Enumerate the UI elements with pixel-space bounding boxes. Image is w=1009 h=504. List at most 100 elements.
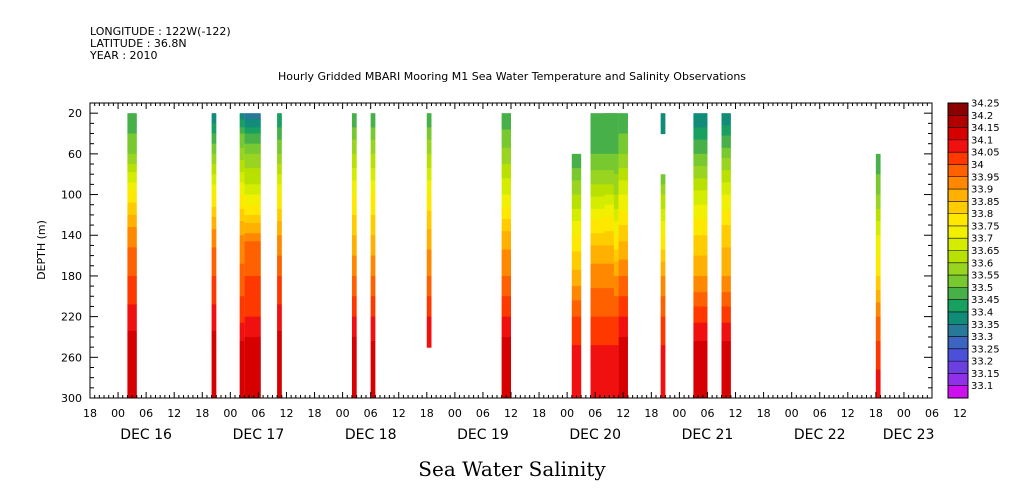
salinity-cell: [370, 174, 376, 177]
salinity-cell: [426, 172, 432, 175]
salinity-cell: [426, 308, 432, 312]
salinity-cell: [239, 375, 245, 379]
salinity-cell: [693, 210, 708, 214]
salinity-cell: [693, 178, 708, 181]
salinity-cell: [370, 233, 376, 236]
salinity-cell: [351, 206, 357, 210]
salinity-cell: [721, 359, 731, 362]
salinity-cell: [613, 231, 619, 234]
salinity-cell: [618, 349, 628, 352]
salinity-cell: [277, 318, 282, 322]
salinity-cell: [693, 194, 708, 198]
salinity-cell: [590, 334, 619, 338]
salinity-cell: [875, 208, 881, 212]
salinity-cell: [370, 385, 376, 389]
salinity-cell: [604, 273, 619, 277]
salinity-cell: [277, 129, 282, 133]
salinity-cell: [127, 363, 137, 367]
salinity-cell: [277, 208, 282, 212]
salinity-cell: [693, 359, 708, 362]
salinity-cell: [660, 286, 666, 289]
salinity-cell: [613, 385, 619, 389]
salinity-cell: [604, 178, 619, 181]
profile-column: [590, 113, 619, 398]
salinity-cell: [239, 202, 245, 206]
salinity-cell: [571, 166, 582, 169]
salinity-cell: [571, 383, 582, 387]
salinity-cell: [590, 332, 619, 336]
salinity-cell: [693, 286, 708, 289]
salinity-cell: [604, 369, 619, 373]
salinity-cell: [211, 184, 217, 188]
salinity-cell: [351, 121, 357, 124]
salinity-cell: [370, 202, 376, 206]
salinity-cell: [618, 237, 628, 240]
salinity-cell: [693, 336, 708, 340]
salinity-cell: [211, 355, 217, 358]
colorbar-label: 34.2: [971, 111, 993, 122]
salinity-cell: [590, 153, 619, 157]
salinity-cell: [426, 282, 432, 285]
salinity-cell: [693, 133, 708, 137]
salinity-cell: [244, 180, 261, 183]
salinity-cell: [590, 194, 619, 198]
salinity-cell: [501, 369, 511, 373]
salinity-cell: [127, 113, 137, 116]
salinity-cell: [211, 221, 217, 224]
chart-title: Hourly Gridded MBARI Mooring M1 Sea Wate…: [278, 70, 746, 83]
salinity-cell: [211, 308, 217, 312]
salinity-cell: [370, 198, 376, 202]
colorbar-swatch: [948, 115, 968, 129]
salinity-cell: [239, 255, 245, 259]
salinity-cell: [239, 151, 245, 155]
salinity-cell: [127, 343, 137, 346]
salinity-cell: [613, 206, 619, 210]
salinity-cell: [277, 204, 282, 208]
salinity-cell: [127, 322, 137, 326]
salinity-cell: [604, 375, 619, 379]
salinity-cell: [618, 361, 628, 365]
salinity-cell: [277, 267, 282, 271]
salinity-cell: [351, 369, 357, 373]
salinity-cell: [351, 164, 357, 167]
salinity-cell: [721, 119, 731, 122]
salinity-cell: [613, 159, 619, 163]
salinity-cell: [604, 149, 619, 153]
salinity-cell: [618, 267, 628, 271]
salinity-cell: [693, 235, 708, 238]
salinity-cell: [501, 282, 511, 285]
profile-column: [277, 113, 282, 398]
salinity-cell: [426, 341, 432, 344]
salinity-cell: [875, 267, 881, 271]
salinity-cell: [501, 302, 511, 306]
salinity-cell: [426, 170, 432, 173]
salinity-profiles: [127, 113, 881, 398]
salinity-cell: [351, 214, 357, 218]
salinity-cell: [660, 308, 666, 312]
salinity-cell: [590, 385, 619, 389]
salinity-cell: [604, 253, 619, 257]
salinity-cell: [426, 135, 432, 139]
salinity-cell: [618, 351, 628, 354]
salinity-cell: [211, 349, 217, 352]
salinity-cell: [501, 259, 511, 263]
salinity-cell: [211, 267, 217, 271]
salinity-cell: [590, 316, 619, 320]
salinity-cell: [613, 168, 619, 171]
salinity-cell: [618, 227, 628, 230]
salinity-cell: [277, 320, 282, 324]
salinity-cell: [721, 151, 731, 155]
salinity-cell: [277, 304, 282, 308]
salinity-cell: [351, 343, 357, 346]
salinity-cell: [239, 383, 245, 387]
y-tick-label: 260: [61, 351, 82, 364]
salinity-cell: [127, 273, 137, 277]
salinity-cell: [571, 322, 582, 326]
salinity-cell: [618, 162, 628, 165]
salinity-cell: [721, 259, 731, 263]
salinity-cell: [277, 339, 282, 342]
salinity-cell: [211, 310, 217, 314]
salinity-cell: [127, 168, 137, 171]
salinity-cell: [875, 159, 881, 163]
salinity-cell: [721, 239, 731, 242]
